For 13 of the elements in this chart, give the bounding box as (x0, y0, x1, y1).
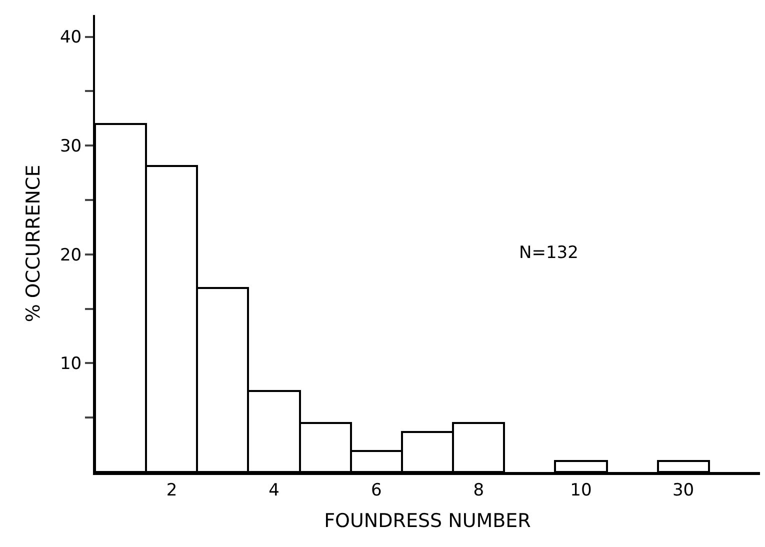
y-tick-label: 30 (60, 136, 82, 157)
x-tick-label: 2 (166, 480, 178, 500)
y-axis-title: % OCCURRENCE (22, 164, 44, 322)
x-tick-label: 10 (570, 480, 592, 500)
y-tick-label: 10 (60, 354, 82, 374)
x-tick-label: 8 (473, 480, 484, 500)
x-axis-title: FOUNDRESS NUMBER (324, 510, 531, 532)
annotation: N=132 (519, 243, 578, 263)
y-tick-label: 40 (60, 28, 82, 48)
x-tick-label: 6 (370, 480, 382, 500)
x-tick-label: 30 (672, 480, 694, 500)
x-tick-label: 4 (268, 480, 280, 500)
y-tick-label: 20 (60, 245, 82, 266)
